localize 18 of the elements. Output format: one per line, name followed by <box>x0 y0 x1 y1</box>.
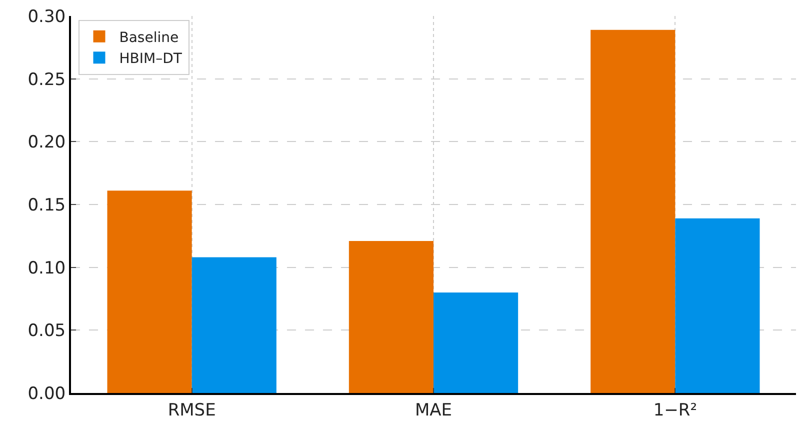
bar <box>590 30 676 393</box>
bar <box>348 240 434 393</box>
legend-label: HBIM–DT <box>119 51 182 68</box>
x-tick-label: MAE <box>414 400 452 420</box>
bar <box>434 292 518 393</box>
y-tick-label: 0.25 <box>28 70 66 90</box>
y-tick-label: 0.00 <box>28 384 66 404</box>
bar <box>192 257 276 393</box>
legend-label: Baseline <box>119 30 179 46</box>
y-tick-label: 0.30 <box>28 6 66 27</box>
y-tick-label: 0.20 <box>28 132 66 153</box>
x-tick-label: RMSE <box>168 400 216 420</box>
bar <box>107 190 192 393</box>
y-tick-label: 0.05 <box>28 321 66 342</box>
y-tick-label: 0.15 <box>28 195 66 216</box>
y-tick-label: 0.10 <box>28 258 66 278</box>
x-tick-label: 1−R² <box>653 400 698 420</box>
bar <box>675 218 760 393</box>
